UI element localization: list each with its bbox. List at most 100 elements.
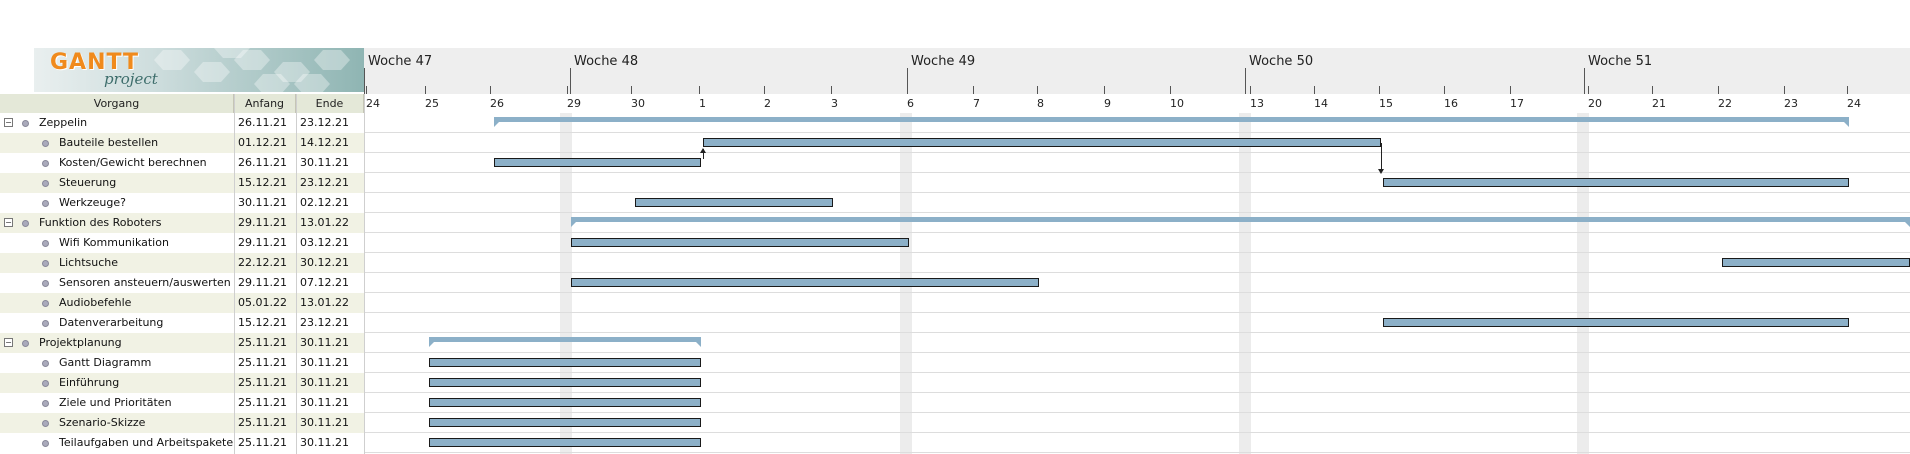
weekend-shade	[1577, 113, 1589, 454]
task-bar[interactable]	[1383, 178, 1849, 187]
task-dot-icon	[42, 240, 49, 247]
task-row[interactable]: Teilaufgaben und Arbeitspakete 25.11.21 30…	[0, 433, 364, 453]
collapse-minus-icon[interactable]: −	[4, 218, 13, 227]
day-label: 22	[1718, 97, 1732, 110]
task-row[interactable]: Szenario-Skizze 25.11.21 30.11.21	[0, 413, 364, 433]
summary-bar[interactable]	[494, 117, 1849, 127]
day-tick	[1784, 86, 1785, 94]
task-start: 30.11.21	[238, 196, 287, 209]
column-header-start[interactable]: Anfang	[234, 94, 296, 113]
task-end: 02.12.21	[300, 196, 349, 209]
task-name: Ziele und Prioritäten	[59, 396, 172, 409]
task-dot-icon	[22, 120, 29, 127]
day-label: 13	[1250, 97, 1264, 110]
day-tick	[1510, 86, 1511, 94]
task-end: 30.12.21	[300, 256, 349, 269]
task-start: 29.11.21	[238, 276, 287, 289]
task-bar[interactable]	[429, 398, 701, 407]
task-bar[interactable]	[429, 358, 701, 367]
task-bar[interactable]	[1383, 318, 1849, 327]
task-end: 03.12.21	[300, 236, 349, 249]
column-separator	[296, 94, 297, 454]
task-dot-icon	[22, 220, 29, 227]
day-label: 10	[1170, 97, 1184, 110]
task-start: 25.11.21	[238, 336, 287, 349]
collapse-minus-icon[interactable]: −	[4, 118, 13, 127]
day-tick	[490, 86, 491, 94]
task-row[interactable]: Gantt Diagramm 25.11.21 30.11.21	[0, 353, 364, 373]
task-row[interactable]: Ziele und Prioritäten 25.11.21 30.11.21	[0, 393, 364, 413]
task-bar[interactable]	[429, 378, 701, 387]
summary-bar[interactable]	[571, 217, 1910, 227]
task-start: 25.11.21	[238, 396, 287, 409]
day-tick	[1379, 86, 1380, 94]
task-end: 30.11.21	[300, 336, 349, 349]
row-gridline	[364, 132, 1910, 133]
day-tick	[1037, 86, 1038, 94]
collapse-minus-icon[interactable]: −	[4, 338, 13, 347]
row-gridline	[364, 232, 1910, 233]
task-row[interactable]: Kosten/Gewicht berechnen 26.11.21 30.11.21	[0, 153, 364, 173]
day-label: 25	[425, 97, 439, 110]
day-label: 8	[1037, 97, 1044, 110]
task-bar[interactable]	[429, 418, 701, 427]
task-row[interactable]: Lichtsuche 22.12.21 30.12.21	[0, 253, 364, 273]
day-label: 17	[1510, 97, 1524, 110]
task-name: Bauteile bestellen	[59, 136, 159, 149]
task-dot-icon	[42, 360, 49, 367]
day-tick	[1588, 86, 1589, 94]
weekend-shade	[1239, 113, 1251, 454]
task-bar[interactable]	[703, 138, 1381, 147]
week-label-3: Woche 49	[911, 54, 976, 69]
task-row[interactable]: Sensoren ansteuern/auswerten 29.11.21 07.1…	[0, 273, 364, 293]
task-group-row[interactable]: − Zeppelin 26.11.21 23.12.21	[0, 113, 364, 133]
task-dot-icon	[42, 280, 49, 287]
task-row[interactable]: Einführung 25.11.21 30.11.21	[0, 373, 364, 393]
task-group-row[interactable]: − Funktion des Roboters 29.11.21 13.01.22	[0, 213, 364, 233]
logo-text: GANTT	[50, 50, 140, 75]
summary-bar[interactable]	[429, 337, 701, 347]
task-row[interactable]: Datenverarbeitung 15.12.21 23.12.21	[0, 313, 364, 333]
column-header-end[interactable]: Ende	[296, 94, 364, 113]
task-bar[interactable]	[494, 158, 701, 167]
day-label: 1	[699, 97, 706, 110]
day-label: 29	[567, 97, 581, 110]
task-row[interactable]: Steuerung 15.12.21 23.12.21	[0, 173, 364, 193]
task-start: 25.11.21	[238, 376, 287, 389]
row-gridline	[364, 152, 1910, 153]
column-separator	[234, 94, 235, 454]
task-start: 01.12.21	[238, 136, 287, 149]
task-end: 30.11.21	[300, 356, 349, 369]
task-row[interactable]: Werkzeuge? 30.11.21 02.12.21	[0, 193, 364, 213]
task-bar[interactable]	[635, 198, 833, 207]
task-end: 07.12.21	[300, 276, 349, 289]
task-start: 25.11.21	[238, 356, 287, 369]
column-header-task[interactable]: Vorgang	[0, 94, 234, 113]
task-dot-icon	[42, 300, 49, 307]
task-name: Szenario-Skizze	[59, 416, 146, 429]
day-label: 3	[831, 97, 838, 110]
task-name: Werkzeuge?	[59, 196, 126, 209]
task-row[interactable]: Audiobefehle 05.01.22 13.01.22	[0, 293, 364, 313]
task-dot-icon	[42, 420, 49, 427]
task-bar[interactable]	[1722, 258, 1910, 267]
task-bar[interactable]	[429, 438, 701, 447]
task-bar[interactable]	[571, 238, 909, 247]
task-end: 23.12.21	[300, 116, 349, 129]
task-dot-icon	[42, 380, 49, 387]
day-tick	[1718, 86, 1719, 94]
task-group-row[interactable]: − Projektplanung 25.11.21 30.11.21	[0, 333, 364, 353]
task-bar[interactable]	[571, 278, 1039, 287]
task-name: Lichtsuche	[59, 256, 119, 269]
task-row[interactable]: Bauteile bestellen 01.12.21 14.12.21	[0, 133, 364, 153]
week-label-2: Woche 48	[574, 54, 639, 69]
row-gridline	[364, 212, 1910, 213]
task-row[interactable]: Wifi Kommunikation 29.11.21 03.12.21	[0, 233, 364, 253]
day-tick	[1847, 86, 1848, 94]
task-end: 13.01.22	[300, 216, 349, 229]
day-label: 7	[973, 97, 980, 110]
task-name: Zeppelin	[39, 116, 88, 129]
task-start: 22.12.21	[238, 256, 287, 269]
day-tick	[1314, 86, 1315, 94]
task-dot-icon	[42, 180, 49, 187]
